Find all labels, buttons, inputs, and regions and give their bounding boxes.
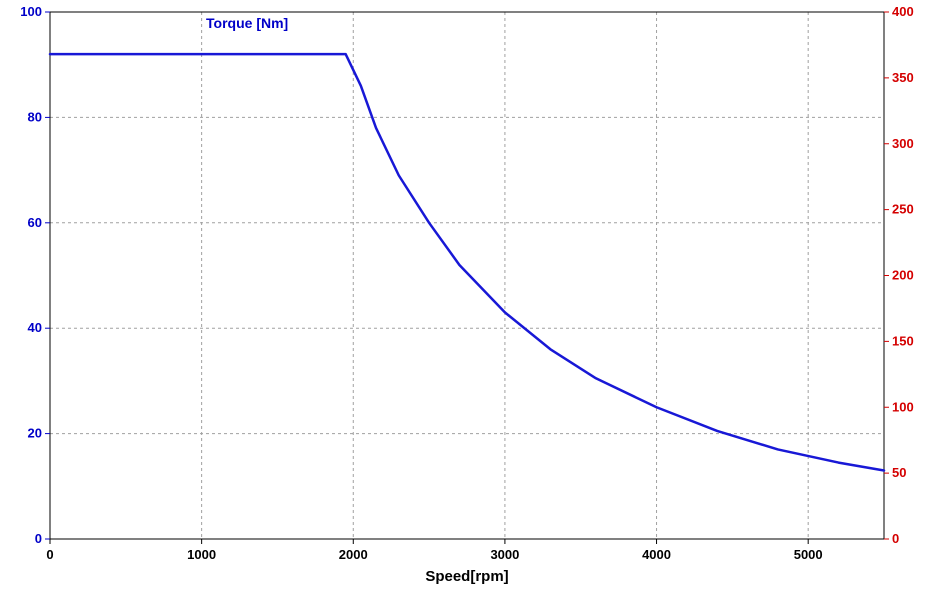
x-tick-label: 2000 bbox=[339, 547, 368, 562]
y-left-tick-label: 40 bbox=[28, 320, 42, 335]
y-right-tick-label: 150 bbox=[892, 333, 914, 348]
y-right-tick-label: 250 bbox=[892, 202, 914, 217]
torque-speed-chart: 0204060801000501001502002503003504000100… bbox=[0, 0, 932, 589]
y-right-tick-label: 400 bbox=[892, 4, 914, 19]
y-right-tick-label: 350 bbox=[892, 70, 914, 85]
y-left-tick-label: 100 bbox=[20, 4, 42, 19]
y-right-tick-label: 200 bbox=[892, 268, 914, 283]
y-right-tick-label: 50 bbox=[892, 465, 906, 480]
x-axis-label: Speed[rpm] bbox=[425, 568, 508, 585]
x-tick-label: 5000 bbox=[794, 547, 823, 562]
y-left-tick-label: 60 bbox=[28, 215, 42, 230]
x-tick-label: 3000 bbox=[490, 547, 519, 562]
chart-canvas: 0204060801000501001502002503003504000100… bbox=[0, 0, 932, 589]
y-left-tick-label: 80 bbox=[28, 109, 42, 124]
x-tick-label: 0 bbox=[46, 547, 53, 562]
y-left-tick-label: 0 bbox=[35, 531, 42, 546]
x-tick-label: 4000 bbox=[642, 547, 671, 562]
y-right-tick-label: 300 bbox=[892, 136, 914, 151]
y-right-tick-label: 100 bbox=[892, 399, 914, 414]
y-left-tick-label: 20 bbox=[28, 426, 42, 441]
y-right-tick-label: 0 bbox=[892, 531, 899, 546]
x-tick-label: 1000 bbox=[187, 547, 216, 562]
series-label-0: Torque [Nm] bbox=[206, 15, 288, 31]
